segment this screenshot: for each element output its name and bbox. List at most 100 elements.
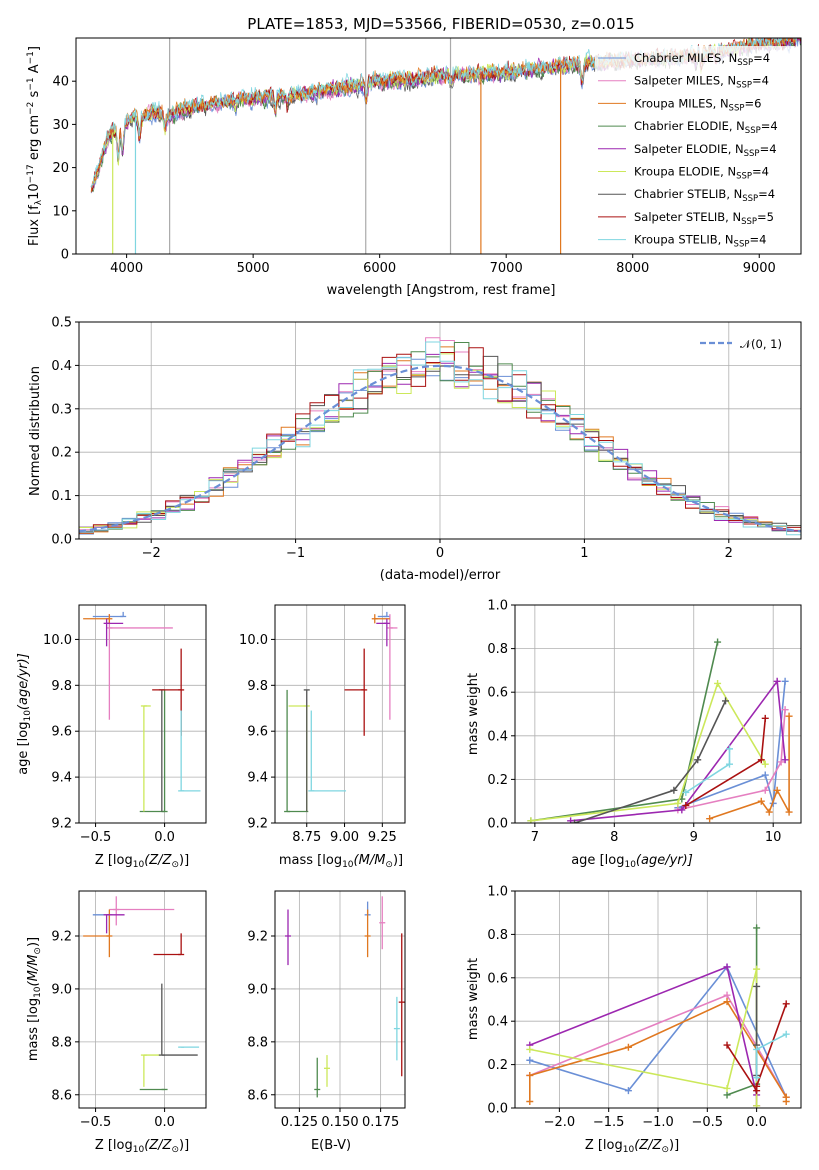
legend-series-name: Salpeter MILES, N (634, 74, 736, 88)
plus-marker (761, 760, 769, 768)
y-tick-label: 0.2 (487, 773, 508, 788)
y-tick-label: 8.8 (247, 1035, 268, 1050)
legend-count: =4 (752, 74, 769, 88)
legend-label: Kroupa MILES, NSSP=6 (634, 96, 761, 113)
x-tick-label: −0.5 (80, 830, 112, 845)
legend-label: Chabrier STELIB, NSSP=4 (634, 187, 775, 204)
y-tick-label: 0.4 (487, 1015, 508, 1030)
errorbar-salpeter-stelib (398, 933, 405, 1077)
errorbar-kroupa-stelib (308, 710, 347, 792)
weight-series-kroupa-stelib (682, 745, 733, 796)
legend-label: Chabrier MILES, NSSP=4 (634, 51, 770, 68)
plus-marker (753, 1082, 761, 1090)
plus-marker (761, 786, 769, 794)
y-tick-label: 0.8 (487, 928, 508, 943)
plus-marker (723, 1084, 731, 1092)
x-tick-label: 0.0 (746, 1115, 767, 1130)
plus-marker (723, 1091, 731, 1099)
plus-marker (674, 799, 682, 807)
legend-sub: SSP (736, 172, 752, 182)
plus-marker (714, 679, 722, 687)
plus-marker (781, 756, 789, 764)
y-tick-label: 0 (61, 248, 69, 263)
legend-sub: SSP (736, 81, 752, 91)
weight-series-kroupa-stelib (753, 1030, 790, 1082)
y-tick-label: 9.2 (51, 817, 72, 832)
legend-count: =4 (761, 119, 778, 133)
errorbar-chabrier-elodie (284, 689, 309, 813)
plus-marker (761, 714, 769, 722)
plus-marker (527, 817, 535, 823)
plus-marker (785, 712, 793, 720)
y-tick-label: 0.5 (51, 316, 72, 331)
legend-count: =4 (753, 51, 770, 65)
y-tick-label: 0.6 (487, 686, 508, 701)
errorbar-kroupa-miles (83, 909, 113, 958)
legend-sub: SSP (737, 58, 753, 68)
errorbar-salpeter-elodie (376, 618, 390, 647)
plus-marker (723, 963, 731, 971)
plus-marker (753, 1102, 761, 1108)
y-tick-label: 9.4 (247, 771, 268, 786)
axes-frame (274, 890, 406, 1109)
errorbar-chabrier-stelib (158, 983, 198, 1056)
age-vs-metallicity-ylabel: age [log10(age/yr)] (16, 653, 33, 775)
age-vs-metallicity-plot-area: −0.5 0.0 9.2 9.4 9.6 9.8 10.0 (43, 604, 207, 845)
plus-marker (723, 998, 731, 1006)
y-tick-label: 9.2 (51, 929, 72, 944)
errorbar-points (83, 611, 201, 813)
weight-line (530, 681, 766, 822)
errorbar-chabrier-elodie (314, 1057, 321, 1098)
errorbar-salpeter-stelib (152, 648, 185, 736)
errorbar-salpeter-elodie (103, 914, 125, 934)
y-tick-label: 8.6 (51, 1088, 72, 1103)
y-tick-label: 9.0 (247, 982, 268, 997)
plus-marker (726, 745, 733, 753)
plus-marker (757, 797, 765, 805)
legend-sub: SSP (744, 149, 760, 159)
legend-sub: SSP (741, 217, 757, 227)
legend-series-name: Kroupa MILES, N (634, 96, 729, 110)
age-vs-mass-xlabel: mass [log10(M/M⊙)] (279, 853, 403, 870)
weight-vs-age-xlabel: age [log10(age/yr)] (571, 853, 693, 870)
errorbar-salpeter-elodie (285, 909, 291, 966)
legend-label: Salpeter STELIB, NSSP=5 (634, 210, 774, 227)
y-tick-label: 10.0 (239, 633, 268, 648)
plus-marker (761, 771, 769, 779)
x-tick-label: −1.5 (593, 1115, 625, 1130)
plus-marker (773, 786, 781, 794)
y-tick-label: 0.1 (51, 489, 72, 504)
plus-marker (694, 756, 702, 764)
weight-lines (527, 638, 793, 823)
plus-marker (753, 1074, 761, 1082)
plus-marker (785, 808, 793, 816)
plus-marker (678, 806, 686, 814)
x-tick-label: 9 (690, 830, 698, 845)
plus-marker (753, 1045, 761, 1053)
weight-lines (526, 924, 790, 1108)
y-tick-label: 0.8 (487, 642, 508, 657)
x-tick-label: 8.75 (292, 830, 321, 845)
mass-vs-metallicity-panel: −0.5 0.0 8.6 8.8 9.0 9.2 Z [log10(Z/Z⊙)] mass… (26, 890, 207, 1155)
axes-frame (78, 321, 802, 540)
legend-count: =4 (758, 187, 775, 201)
histograms (79, 337, 801, 536)
legend-series-name: Chabrier ELODIE, N (634, 119, 745, 133)
spectrum-xlabel: wavelength [Angstrom, rest frame] (327, 283, 556, 298)
x-tick-label: 1 (580, 546, 588, 561)
plus-marker (706, 815, 714, 823)
y-tick-label: 30 (52, 118, 69, 133)
residuals-plot-area: −2 −1 0 1 2 0.0 0.1 0.2 0.3 0.4 0.5 (51, 316, 802, 561)
plus-marker (624, 1087, 632, 1095)
legend-count: =4 (749, 233, 766, 247)
plus-marker (782, 1000, 790, 1008)
residuals-xlabel: (data-model)/error (380, 568, 501, 583)
y-tick-label: 8.6 (247, 1088, 268, 1103)
plus-marker (782, 1097, 790, 1105)
weight-vs-metallicity-ylabel: mass weight (466, 958, 481, 1040)
x-tick-label: 7 (531, 830, 539, 845)
y-tick-label: 9.8 (51, 679, 72, 694)
age-vs-mass-panel: 8.75 9.00 9.25 9.2 9.4 9.6 9.8 10.0 mass [log10… (239, 604, 406, 870)
spectrum-ylabel: Flux [fλ10−17 erg cm−2 s−1 A−1] (26, 46, 44, 246)
